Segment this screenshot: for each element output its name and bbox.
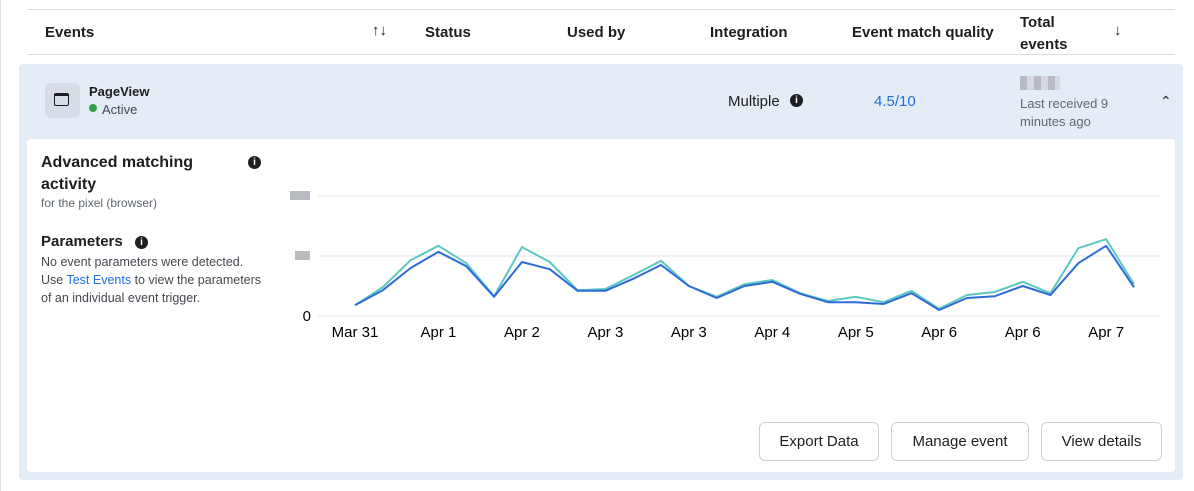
panel-title: Advanced matching activity xyxy=(41,154,194,193)
button[interactable]: Manage event xyxy=(891,422,1029,461)
header: Event match quality xyxy=(852,24,994,41)
header: Events xyxy=(45,24,95,41)
link[interactable]: Test Events xyxy=(66,273,132,287)
data-line xyxy=(354,238,1135,310)
button[interactable]: Export Data xyxy=(759,422,879,461)
x-tick-label: Apr 3 xyxy=(587,324,623,341)
x-tick-label: Apr 7 xyxy=(1088,324,1124,341)
sort-icon[interactable]: ↑↓ xyxy=(372,22,387,39)
text: to view the parameters of an individual … xyxy=(41,273,262,305)
header: Used by xyxy=(567,24,626,41)
x-tick-label: Apr 1 xyxy=(421,324,457,341)
x-tick-label: Apr 4 xyxy=(754,324,790,341)
event-icon xyxy=(45,83,80,118)
status-dot xyxy=(89,104,97,112)
status: Active xyxy=(102,102,138,117)
header-top-line xyxy=(27,9,1175,10)
x-tick-label: Apr 5 xyxy=(838,324,874,341)
header: Status xyxy=(425,24,471,41)
x-tick-label: Apr 6 xyxy=(1005,324,1041,341)
match-quality[interactable]: 4.5/10 xyxy=(874,93,916,110)
event-name: PageView xyxy=(89,84,150,99)
redacted-tick xyxy=(295,251,310,260)
info-icon[interactable]: i xyxy=(135,236,148,249)
button[interactable]: View details xyxy=(1041,422,1162,461)
integration: Multiple xyxy=(728,93,780,110)
detail-panel xyxy=(27,139,1175,472)
parameters-title: Parameters xyxy=(41,233,123,250)
header: Total events xyxy=(1020,14,1068,53)
x-tick-label: Apr 2 xyxy=(504,324,540,341)
header: Integration xyxy=(710,24,788,41)
panel-subtitle: for the pixel (browser) xyxy=(41,196,158,210)
parameters-text: No event parameters were detected. Use T… xyxy=(41,253,266,307)
info-icon[interactable]: i xyxy=(248,156,261,169)
sort-icon[interactable]: ↓ xyxy=(1114,22,1122,39)
text: No event parameters were detected. Use xyxy=(41,255,244,287)
y-tick-label: 0 xyxy=(303,308,311,325)
last-received: Last received 9 minutes ago xyxy=(1020,96,1109,129)
left-border xyxy=(0,0,1,491)
info-icon[interactable]: i xyxy=(790,94,803,107)
x-tick-label: Apr 6 xyxy=(921,324,957,341)
x-tick-label: Mar 31 xyxy=(332,324,379,341)
x-tick-label: Apr 3 xyxy=(671,324,707,341)
data-line xyxy=(354,244,1135,311)
redacted-tick xyxy=(290,191,310,200)
redacted-total xyxy=(1020,76,1060,90)
header-bottom-line xyxy=(27,54,1175,55)
collapse-chevron[interactable]: ⌃ xyxy=(1160,93,1172,109)
